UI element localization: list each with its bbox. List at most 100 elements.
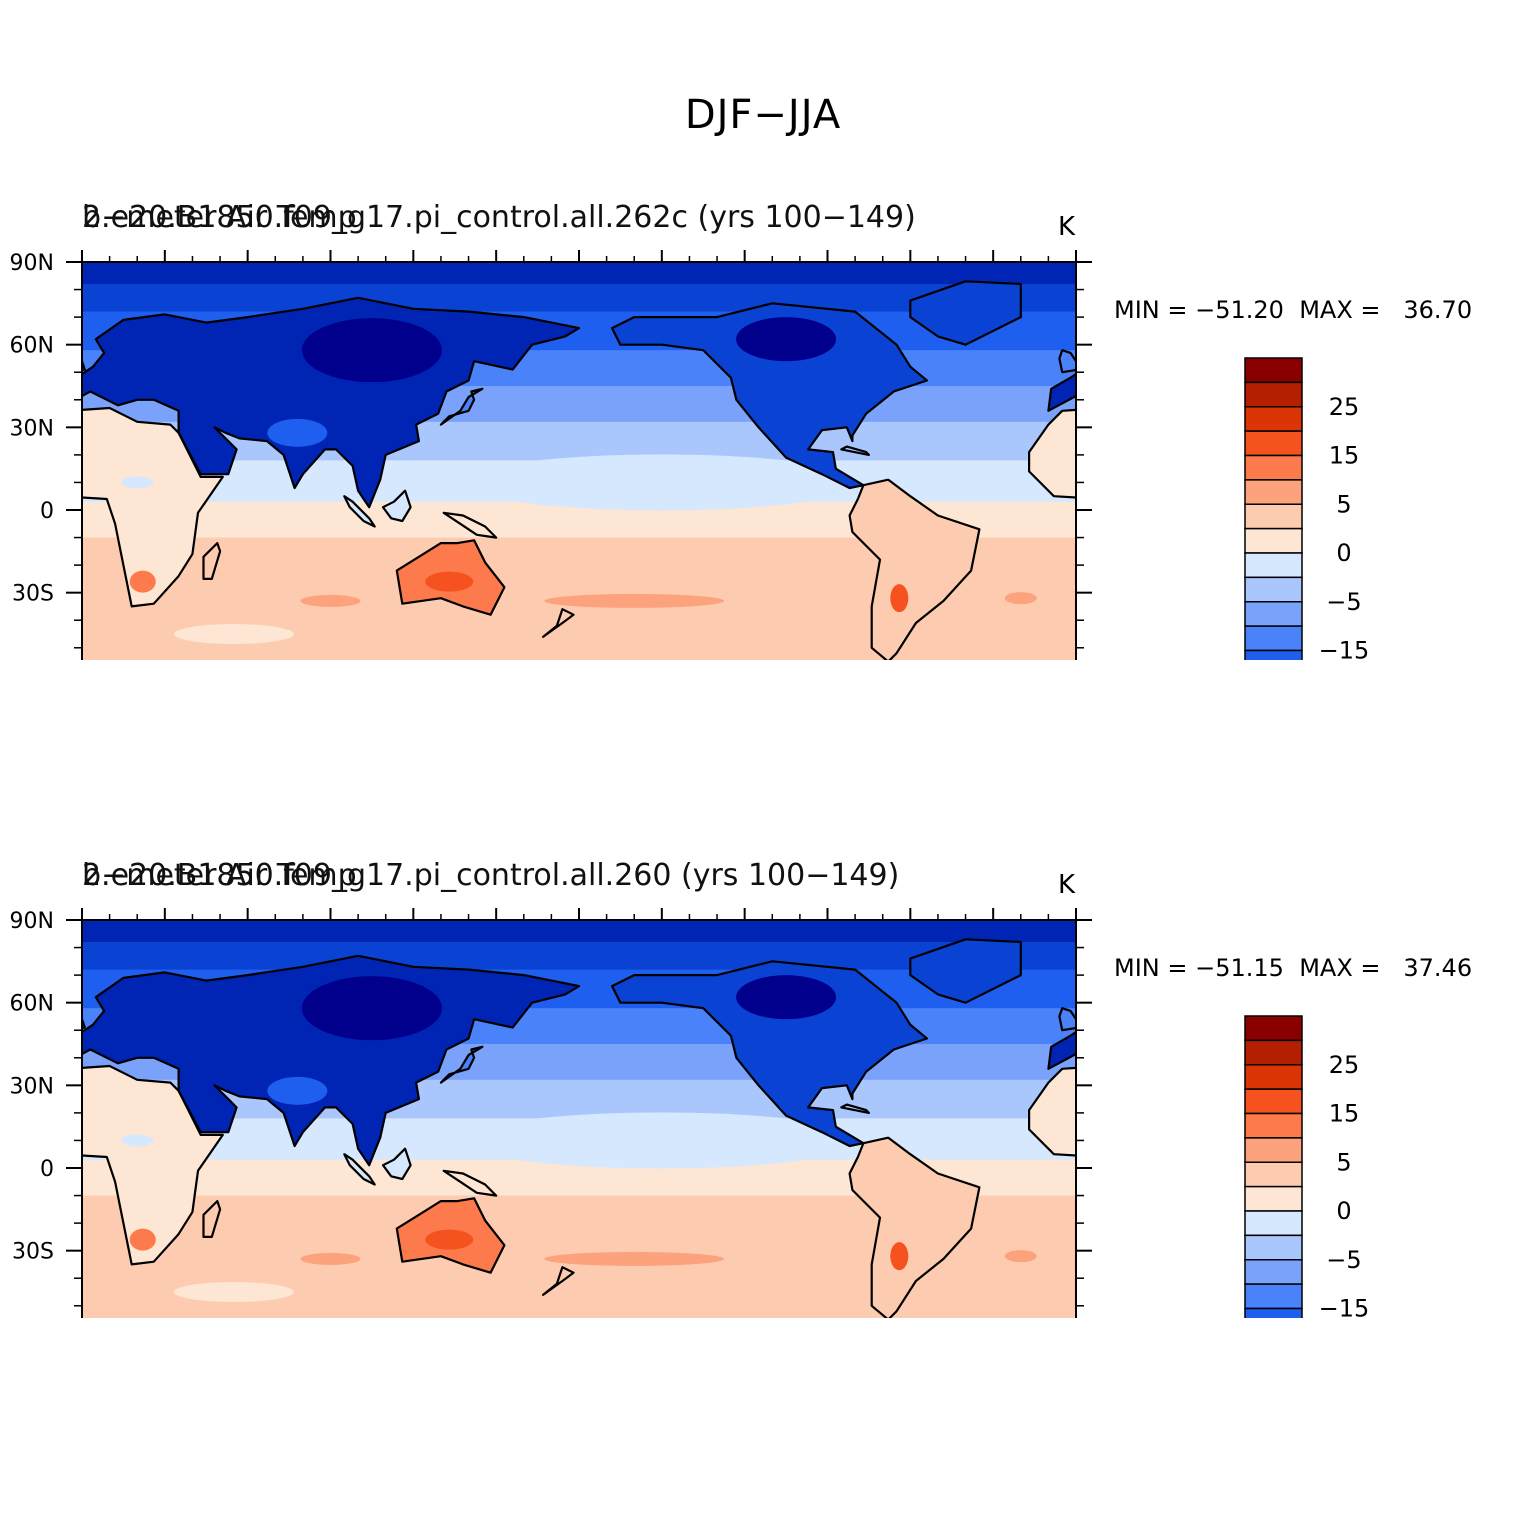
land-fill-borneo <box>383 1148 411 1179</box>
y-tick-label: 0 <box>40 499 54 524</box>
land-fill-sumatra <box>344 496 375 527</box>
coastline-newguinea <box>442 511 498 539</box>
land-fill-borneo <box>383 490 411 521</box>
variable-label: 2−meter Air Temp <box>82 200 357 235</box>
case-label: b.e20.B1850.f09_g17.pi_control.all.262c … <box>82 200 916 235</box>
contour-patch <box>301 976 442 1041</box>
colorbar-swatch <box>1244 1307 1303 1318</box>
coastline-sumatra <box>343 1153 376 1186</box>
coastline-newzealand <box>541 1266 575 1296</box>
coastline-australia <box>395 539 506 616</box>
land-fill-africa <box>1029 409 1076 498</box>
contour-patch <box>300 1252 361 1265</box>
contour-patch <box>300 594 361 607</box>
coastline-northamerica <box>610 302 929 490</box>
contour-patch <box>425 571 474 592</box>
colorbar-label: 25 <box>1329 393 1360 421</box>
contour-patch <box>544 593 725 608</box>
coastlines <box>82 938 1076 1318</box>
land-fill-newguinea <box>443 512 497 538</box>
colorbar-label: −5 <box>1326 588 1361 616</box>
colorbar-label: 0 <box>1336 539 1351 567</box>
map-panel-2: 2−meter Air Temp b.e20.B1850.f09_g17.pi_… <box>0 658 1526 1318</box>
land-fill-greenland <box>910 281 1021 345</box>
coastline-newguinea <box>442 1169 498 1197</box>
colorbar-label: 25 <box>1329 1051 1360 1079</box>
figure-title: DJF−JJA <box>684 92 842 138</box>
contour-patch <box>544 1251 725 1266</box>
colorbar-swatch <box>1244 1210 1303 1237</box>
coastlines <box>82 280 1076 660</box>
coastline-southamerica <box>848 1136 981 1318</box>
colorbar-swatch <box>1244 503 1303 530</box>
max-value: MAX = 37.46 <box>1299 954 1473 982</box>
coastline-greenland <box>909 938 1022 1004</box>
contour-band <box>82 1300 1076 1318</box>
y-tick-label: 30S <box>12 582 54 607</box>
colorbar-swatch <box>1244 649 1303 660</box>
land-fill-greenland <box>910 939 1021 1003</box>
colorbar-swatch <box>1244 552 1303 579</box>
y-tick-label: 30N <box>10 416 54 441</box>
coastline-britain <box>1058 349 1076 374</box>
colorbar-swatch <box>1244 1283 1303 1310</box>
contour-band <box>82 920 1076 944</box>
contour-patch <box>890 584 909 613</box>
colorbar-swatch <box>1244 357 1303 384</box>
colorbar-label: 5 <box>1336 1148 1351 1176</box>
land-fill-northamerica <box>612 303 927 488</box>
coastline-borneo <box>381 489 412 523</box>
y-tick-label: 90N <box>10 909 54 934</box>
contour-band <box>82 262 1076 286</box>
colorbar-swatch <box>1244 601 1303 627</box>
coastline-cuba <box>840 445 871 456</box>
contour-band <box>82 642 1076 660</box>
coastline-eurasia <box>82 296 581 509</box>
coastline-japan <box>439 387 484 426</box>
colorbar-swatch <box>1244 479 1303 505</box>
colorbar-swatch <box>1244 1112 1303 1139</box>
colorbar-label: −15 <box>1319 1295 1370 1319</box>
contour-patch <box>301 318 442 383</box>
coastline-greenland <box>909 280 1022 346</box>
coastline-britain <box>1058 1007 1076 1032</box>
land-fill-eurasia <box>82 297 579 508</box>
colorbar-swatch <box>1244 430 1303 457</box>
map-panel-1: 2−meter Air Temp b.e20.B1850.f09_g17.pi_… <box>0 0 1526 660</box>
contour-patch <box>425 1229 474 1250</box>
land-fill-eurasia <box>1048 374 1076 411</box>
colorbar-swatch <box>1244 406 1303 432</box>
y-tick-label: 60N <box>10 992 54 1017</box>
land-fill-japan <box>440 388 483 425</box>
min-value: MIN = −51.15 <box>1114 954 1284 982</box>
min-max-readout: MIN = −51.15 MAX = 37.46 <box>1114 954 1472 982</box>
coastline-madagascar <box>202 1199 222 1239</box>
land-fill-africa <box>82 408 223 607</box>
colorbar-swatch <box>1244 454 1303 481</box>
land-fill-newguinea <box>443 1170 497 1196</box>
coastline-sumatra <box>343 495 376 528</box>
colorbar-swatch <box>1244 1137 1303 1163</box>
land-fill-africa <box>82 1066 223 1265</box>
colorbar-label: 0 <box>1336 1197 1351 1225</box>
contour-patch <box>267 418 328 447</box>
contour-patch <box>267 1076 328 1105</box>
map-plot: 030E60E90E120E150E180150W120W90W60W30W09… <box>10 908 1370 1319</box>
contour-patch <box>890 1242 909 1271</box>
min-max-readout: MIN = −51.20 MAX = 36.70 <box>1114 296 1472 324</box>
coastline-britain <box>82 1017 86 1030</box>
colorbar-swatch <box>1244 527 1303 554</box>
colorbar-swatch <box>1244 1039 1303 1066</box>
y-tick-label: 30N <box>10 1074 54 1099</box>
y-tick-label: 30S <box>12 1240 54 1265</box>
contour-patch <box>121 1134 154 1147</box>
colorbar-swatch <box>1244 625 1303 652</box>
colorbar-swatch <box>1244 1259 1303 1285</box>
coastline-northamerica <box>610 960 929 1148</box>
contour-patch <box>121 476 154 489</box>
variable-label: 2−meter Air Temp <box>82 858 357 893</box>
contour-patch <box>129 1228 156 1251</box>
colorbar-swatch <box>1244 1161 1303 1188</box>
